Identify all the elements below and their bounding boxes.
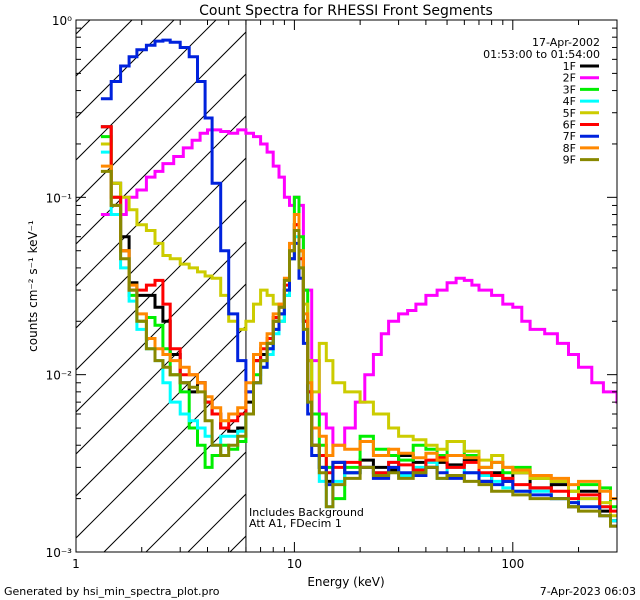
time-range-label: 01:53:00 to 01:54:00 (483, 48, 600, 61)
y-tick-label: 10⁻¹ (46, 191, 73, 205)
legend-label: 2F (563, 72, 576, 85)
hatch-line (103, 409, 246, 552)
hatch-line (76, 199, 246, 371)
y-tick-label: 10⁻³ (46, 546, 73, 560)
y-tick-label: 10⁻² (46, 369, 73, 383)
x-tick-label: 10 (287, 557, 302, 571)
annotation-attenuator: Att A1, FDecim 1 (249, 517, 342, 530)
hatch-line (76, 115, 246, 287)
legend-label: 4F (563, 95, 576, 108)
hatch-line (76, 20, 217, 161)
hatch-line (76, 20, 133, 77)
hatch-line (314, 0, 640, 552)
hatch-line (76, 157, 246, 329)
plot-frame (75, 19, 618, 553)
x-tick-label: 100 (501, 557, 524, 571)
x-tick-labels: 1 10 100 (72, 557, 524, 571)
legend-label: 6F (563, 119, 576, 132)
x-axis-label: Energy (keV) (307, 575, 384, 589)
hatch-line (76, 20, 91, 35)
attenuator-hatch-region (76, 0, 640, 552)
series-line-8F (100, 164, 617, 501)
hatch-line (229, 535, 246, 552)
legend-label: 9F (563, 154, 576, 167)
legend-label: 8F (563, 142, 576, 155)
annotation-background: Includes Background (249, 506, 364, 519)
legend-label: 5F (563, 107, 576, 120)
hatch-line (76, 325, 246, 497)
x-tick-label: 1 (72, 557, 80, 571)
series-line-2F (100, 128, 617, 447)
legend-label: 3F (563, 83, 576, 96)
legend-label: 7F (563, 130, 576, 143)
series-line-7F (100, 38, 617, 528)
hatch-line (76, 241, 246, 413)
y-tick-labels: 10⁰ 10⁻¹ 10⁻² 10⁻³ (46, 14, 73, 560)
chart-title: Count Spectra for RHESSI Front Segments (199, 3, 493, 19)
hatch-line (76, 283, 246, 455)
axis-ticks (75, 19, 618, 553)
hatch-line (76, 31, 246, 203)
hatch-line (76, 73, 246, 245)
legend-label: 1F (563, 60, 576, 73)
y-tick-label: 10⁰ (52, 14, 72, 28)
series-line-3F (100, 135, 617, 509)
time-date-label: 17-Apr-2002 (532, 36, 600, 49)
series-layer (100, 38, 617, 528)
footer-generated-by: Generated by hsi_min_spectra_plot.pro (4, 585, 220, 598)
hatch-line (76, 367, 246, 539)
hatch-line (76, 20, 175, 119)
footer-timestamp: 7-Apr-2023 06:03 (540, 585, 636, 598)
y-axis-label: counts cm⁻² s⁻¹ keV⁻¹ (26, 220, 40, 352)
hatch-line (145, 451, 246, 552)
series-line-9F (100, 169, 617, 528)
